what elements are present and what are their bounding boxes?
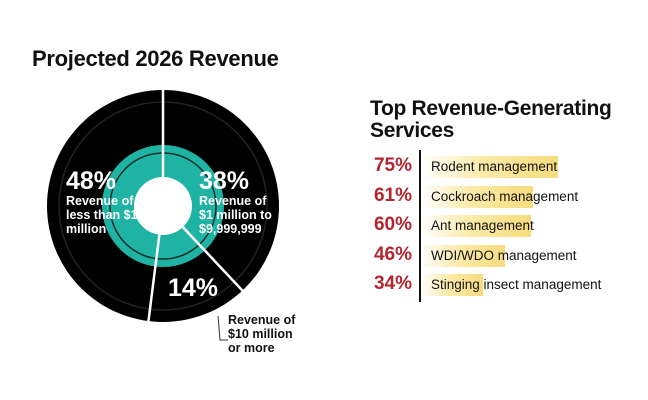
bar-value-label: 61% xyxy=(373,184,412,206)
bar-axis-line xyxy=(419,150,421,302)
slice-label-pct: 38% xyxy=(199,167,250,195)
bar xyxy=(421,156,559,178)
slice-label-desc: Revenue of $10 million or more xyxy=(228,313,296,355)
slice-label-desc: Revenue of less than $1 million xyxy=(66,194,138,236)
slice-label-pct: 48% xyxy=(66,167,117,195)
donut-title: Projected 2026 Revenue xyxy=(32,46,279,71)
bar-category-label: Rodent management xyxy=(431,159,558,174)
bar-category-label: WDI/WDO management xyxy=(431,247,577,263)
bar xyxy=(421,185,533,208)
bar-value-label: 34% xyxy=(373,273,412,294)
bar xyxy=(421,274,484,296)
bar-category-label: Cockroach management xyxy=(431,188,579,204)
slice-divider xyxy=(146,234,161,324)
bar-category-label: Ant management xyxy=(431,218,534,233)
bar xyxy=(421,215,531,237)
bar-value-label: 46% xyxy=(373,243,412,265)
slice-label-desc: Revenue of $1 million to $9,999,999 xyxy=(199,194,272,236)
bar-value-label: 60% xyxy=(373,214,412,235)
donut-hole xyxy=(134,177,192,235)
bar xyxy=(421,244,506,267)
bar-value-label: 75% xyxy=(373,155,412,176)
bar-title: Top Revenue-Generating Services xyxy=(370,97,612,142)
slice-label-pct: 14% xyxy=(168,274,219,302)
leader-line xyxy=(217,315,228,341)
slice-divider xyxy=(181,226,245,293)
bar-category-label: Stinging insect management xyxy=(431,277,602,292)
